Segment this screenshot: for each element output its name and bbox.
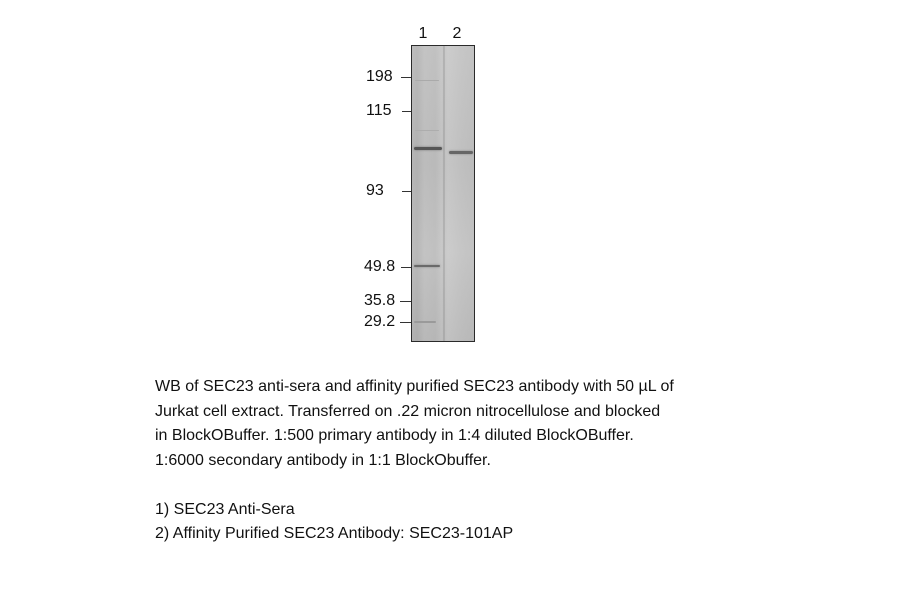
mw-tick [402,111,411,112]
mw-label: 29.2 [364,313,396,330]
lane-1-band [414,321,436,323]
blot-sheen [412,46,474,341]
mw-label: 49.8 [364,258,396,275]
mw-tick [400,301,411,302]
blot-membrane-image [411,45,475,342]
mw-tick [401,267,411,268]
lane-label-1: 1 [418,25,428,42]
caption-spacer [155,473,795,498]
mw-tick [400,322,411,323]
caption-line: WB of SEC23 anti-sera and affinity purif… [155,378,674,395]
mw-label: 93 [366,182,384,199]
caption-line: in BlockOBuffer. 1:500 primary antibody … [155,427,634,444]
mw-tick [401,77,411,78]
faint-band [415,130,439,131]
mw-tick [402,191,411,192]
mw-label: 35.8 [364,292,396,309]
lane-label-2: 2 [452,25,462,42]
faint-band [415,80,439,81]
caption-line: 1:6000 secondary antibody in 1:1 BlockOb… [155,451,491,469]
lane-1-band [414,147,442,150]
lane-divider [443,46,445,341]
caption-line: Jurkat cell extract. Transferred on .22 … [155,402,661,420]
mw-label: 115 [366,102,392,119]
lane-1-band [414,265,440,267]
mw-label: 198 [366,68,393,85]
legend-line: 1) SEC23 Anti-Sera [155,500,295,518]
legend-line: 2) Affinity Purified SEC23 Antibody: SEC… [155,525,514,542]
lane-2-band [449,151,473,154]
figure-caption: WB of SEC23 anti-sera and affinity purif… [155,375,795,547]
